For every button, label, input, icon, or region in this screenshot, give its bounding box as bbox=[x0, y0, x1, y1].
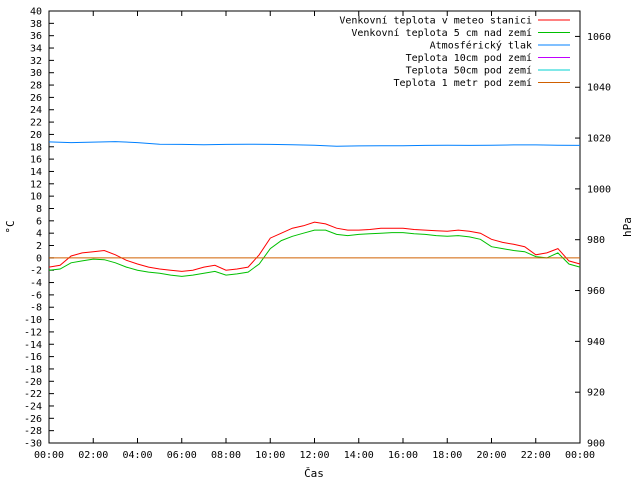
y2-tick-label: 960 bbox=[587, 286, 605, 297]
x-tick-label: 10:00 bbox=[255, 450, 285, 461]
y-tick-label: 8 bbox=[36, 204, 42, 215]
y-tick-label: -24 bbox=[24, 401, 42, 412]
y-tick-label: -30 bbox=[24, 439, 42, 450]
series-line-atmosfericky-tlak bbox=[48, 141, 581, 147]
y-tick-label: 12 bbox=[30, 179, 42, 190]
y-tick-label: 38 bbox=[30, 19, 42, 30]
legend-label: Teplota 10cm pod zemí bbox=[406, 52, 532, 64]
x-tick-label: 02:00 bbox=[78, 450, 108, 461]
y-tick-label: 28 bbox=[30, 81, 42, 92]
y-tick-label: -2 bbox=[30, 266, 42, 277]
legend-label: Venkovní teplota v meteo stanici bbox=[339, 15, 532, 27]
x-tick-label: 06:00 bbox=[167, 450, 197, 461]
series-group bbox=[48, 141, 581, 277]
x-tick-label: 22:00 bbox=[521, 450, 551, 461]
y-tick-label: -16 bbox=[24, 352, 42, 363]
y2-tick-label: 900 bbox=[587, 439, 605, 450]
y-tick-label: 10 bbox=[30, 192, 42, 203]
y-tick-label: -14 bbox=[24, 340, 42, 351]
y-tick-label: -20 bbox=[24, 377, 42, 388]
legend: Venkovní teplota v meteo staniciVenkovní… bbox=[339, 15, 570, 89]
y-axis-title: °C bbox=[4, 220, 17, 233]
legend-label: Venkovní teplota 5 cm nad zemí bbox=[351, 27, 532, 39]
y-tick-label: 34 bbox=[30, 44, 42, 55]
y2-tick-label: 1040 bbox=[587, 83, 611, 94]
y2-tick-label: 980 bbox=[587, 235, 605, 246]
y2-tick-label: 1060 bbox=[587, 32, 611, 43]
y2-tick-label: 1020 bbox=[587, 134, 611, 145]
y-tick-label: 4 bbox=[36, 229, 42, 240]
ticks-group: 00:00 02:00 04:00 06:00 08:00 10:00 12:00 14:00… bbox=[24, 7, 611, 462]
y-tick-label: 24 bbox=[30, 105, 42, 116]
x-tick-label: 04:00 bbox=[122, 450, 152, 461]
y-tick-label: 16 bbox=[30, 155, 42, 166]
x-axis-title: Čas bbox=[304, 467, 324, 480]
y-tick-label: -10 bbox=[24, 315, 42, 326]
series-line-venkovni-teplota-v-meteo-stanici bbox=[48, 221, 581, 272]
y-tick-label: 2 bbox=[36, 241, 42, 252]
x-tick-label: 00:00 bbox=[565, 450, 595, 461]
y-tick-label: -26 bbox=[24, 414, 42, 425]
y2-tick-label: 1000 bbox=[587, 184, 611, 195]
legend-label: Teplota 1 metr pod zemí bbox=[394, 77, 532, 89]
x-tick-label: 00:00 bbox=[34, 450, 64, 461]
x-tick-label: 18:00 bbox=[432, 450, 462, 461]
y-tick-label: 26 bbox=[30, 93, 42, 104]
y-tick-label: -8 bbox=[30, 303, 42, 314]
y-tick-label: 30 bbox=[30, 68, 42, 79]
y-tick-label: 32 bbox=[30, 56, 42, 67]
y-tick-label: -28 bbox=[24, 426, 42, 437]
y-tick-label: 40 bbox=[30, 7, 42, 18]
y2-tick-label: 940 bbox=[587, 337, 605, 348]
x-tick-label: 14:00 bbox=[344, 450, 374, 461]
y2-axis-title: hPa bbox=[621, 217, 634, 237]
y-tick-label: -12 bbox=[24, 327, 42, 338]
x-tick-label: 20:00 bbox=[476, 450, 506, 461]
x-tick-label: 08:00 bbox=[211, 450, 241, 461]
y-tick-label: 20 bbox=[30, 130, 42, 141]
y-tick-label: 0 bbox=[36, 253, 42, 264]
y-tick-label: -18 bbox=[24, 364, 42, 375]
y-tick-label: 22 bbox=[30, 118, 42, 129]
y-tick-label: -6 bbox=[30, 290, 42, 301]
y-tick-label: -22 bbox=[24, 389, 42, 400]
x-tick-label: 16:00 bbox=[388, 450, 418, 461]
legend-label: Atmosférický tlak bbox=[430, 40, 532, 52]
y-tick-label: 36 bbox=[30, 31, 42, 42]
series-line-venkovni-teplota-5-cm-nad-zemi bbox=[48, 229, 581, 277]
y-tick-label: 6 bbox=[36, 216, 42, 227]
y2-tick-label: 920 bbox=[587, 388, 605, 399]
y-tick-label: 18 bbox=[30, 142, 42, 153]
y-tick-label: -4 bbox=[30, 278, 42, 289]
x-tick-label: 12:00 bbox=[299, 450, 329, 461]
y-tick-label: 14 bbox=[30, 167, 42, 178]
legend-label: Teplota 50cm pod zemí bbox=[406, 65, 532, 77]
